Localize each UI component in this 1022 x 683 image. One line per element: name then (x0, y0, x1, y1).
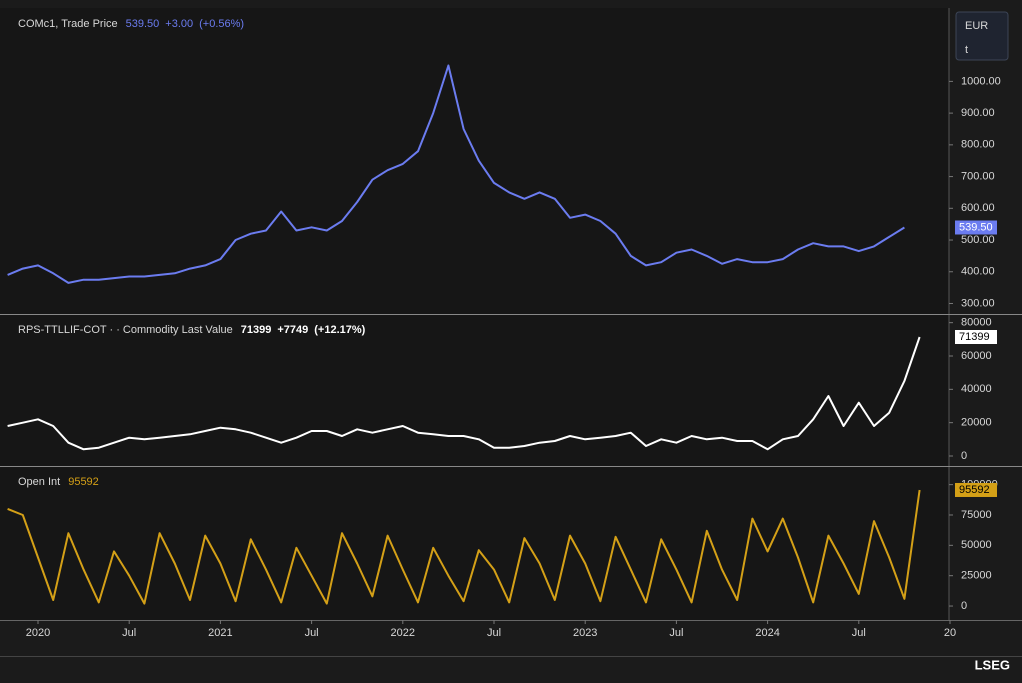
x-tick-label: Jul (487, 627, 501, 639)
unit: t (965, 44, 968, 56)
y-tick-label: 300.00 (961, 297, 995, 309)
y-tick-label: 600.00 (961, 202, 995, 214)
last-value-label: 539.50 (959, 221, 993, 233)
panel-change: +3.00 (165, 18, 193, 30)
y-tick-label: 1000.00 (961, 75, 1001, 87)
y-tick-label: 25000 (961, 570, 992, 582)
panel-title: RPS-TTLLIF-COT · · Commodity Last Value (18, 324, 233, 336)
y-tick-label: 700.00 (961, 170, 995, 182)
last-value-tag (955, 482, 997, 497)
last-value-label: 95592 (959, 484, 990, 496)
y-tick-label: 500.00 (961, 234, 995, 246)
x-tick-label: 2021 (208, 627, 232, 639)
x-tick-label: 2024 (755, 627, 779, 639)
panel-change-pct: (+0.56%) (199, 18, 244, 30)
x-tick-label: Jul (669, 627, 683, 639)
x-tick-label: 2023 (573, 627, 597, 639)
panel-change-pct: (+12.17%) (314, 324, 365, 336)
y-tick-label: 50000 (961, 539, 992, 551)
y-tick-label: 400.00 (961, 266, 995, 278)
y-tick-label: 40000 (961, 383, 992, 395)
series-line (7, 336, 921, 451)
panel-last-label: 71399 (241, 324, 272, 336)
y-tick-label: 0 (961, 450, 967, 462)
x-tick-label: 2020 (26, 627, 50, 639)
last-value-label: 71399 (959, 331, 990, 343)
series-line (7, 64, 905, 284)
y-tick-label: 20000 (961, 417, 992, 429)
brand: LSEG (975, 657, 1010, 672)
last-value-tag (955, 330, 997, 345)
y-tick-label: 900.00 (961, 107, 995, 119)
y-tick-label: 75000 (961, 509, 992, 521)
x-tick-label: Jul (122, 627, 136, 639)
y-tick-label: 80000 (961, 317, 992, 329)
currency: EUR (965, 20, 988, 32)
panel-title: COMc1, Trade Price (18, 18, 118, 30)
panel-change: +7749 (277, 324, 308, 336)
panel-title: Open Int (18, 476, 60, 488)
y-tick-label: 0 (961, 600, 967, 612)
y-tick-label: 60000 (961, 350, 992, 362)
x-tick-label: Jul (305, 627, 319, 639)
panel-last-label: 95592 (68, 476, 99, 488)
x-tick-label: 2022 (391, 627, 415, 639)
x-tick-label: 20 (944, 627, 956, 639)
panel-last-label: 539.50 (126, 18, 160, 30)
y-tick-label: 800.00 (961, 139, 995, 151)
last-value-tag (955, 220, 997, 235)
units-box[interactable] (955, 11, 1009, 61)
x-tick-label: Jul (852, 627, 866, 639)
series-line (7, 489, 921, 605)
